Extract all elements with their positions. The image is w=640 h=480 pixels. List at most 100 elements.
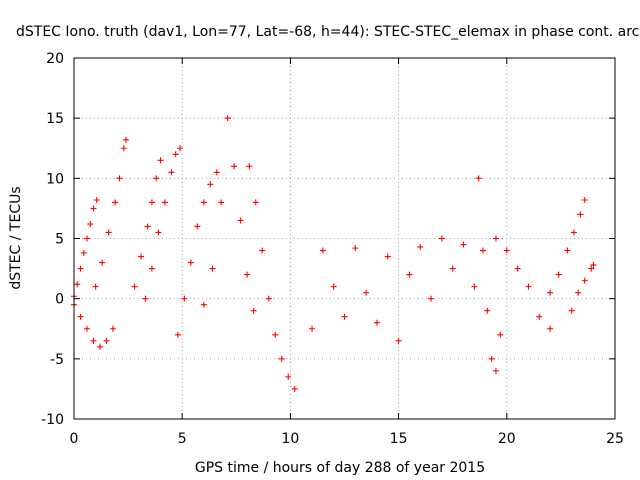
series-arc-10 [475,175,504,374]
data-point [278,355,285,362]
x-axis-label: GPS time / hours of day 288 of year 2015 [195,460,485,476]
data-point [231,163,238,170]
data-point [330,283,337,290]
data-point [525,283,532,290]
data-point [309,325,316,332]
data-point [488,355,495,362]
data-point [99,259,106,266]
axis-ticks [73,57,616,420]
series-arc-8 [309,245,391,332]
series-arc-7 [246,163,298,392]
data-point [90,337,97,344]
x-tick-label: 0 [70,431,79,447]
series-arc-6 [200,115,257,314]
data-point [172,151,179,158]
data-point [181,295,188,302]
data-point [547,289,554,296]
series-arc-3 [131,157,164,290]
data-point [77,313,84,320]
data-point [373,319,380,326]
data-point [80,249,87,256]
data-point [588,265,595,272]
data-points [71,115,597,392]
series-arc-9 [395,235,478,344]
data-point [536,313,543,320]
data-point [155,229,162,236]
data-point [503,247,510,254]
data-point [116,175,123,182]
y-tick-label: 5 [55,232,64,248]
data-point [590,261,597,268]
data-point [90,205,97,212]
y-tick-label: 15 [46,111,64,127]
data-point [87,221,94,228]
data-point [514,265,521,272]
series-arc-2 [92,136,129,290]
data-point [200,301,207,308]
data-point [577,211,584,218]
data-point [285,373,292,380]
data-point [138,253,145,260]
data-point [581,277,588,284]
x-tick-labels: 0 5 10 15 20 25 [70,431,624,447]
data-point [479,247,486,254]
data-point [564,247,571,254]
x-tick-label: 10 [281,431,299,447]
data-point [341,313,348,320]
x-tick-label: 25 [606,431,624,447]
y-tick-label: -10 [41,412,64,428]
data-point [96,343,103,350]
data-point [352,245,359,252]
data-point [272,331,279,338]
data-point [218,199,225,206]
data-point [497,331,504,338]
series-arc-4 [142,145,184,302]
data-point [246,163,253,170]
data-point [105,229,112,236]
data-point [259,247,266,254]
grid [74,58,615,419]
chart-title: dSTEC Iono. truth (dav1, Lon=77, Lat=-68… [16,24,640,40]
data-point [492,235,499,242]
data-point [209,265,216,272]
data-point [112,199,119,206]
data-point [475,175,482,182]
series-arc-1-fall [71,301,116,350]
data-point [144,223,151,230]
y-tick-labels: -10 -5 0 5 10 15 20 [41,51,64,428]
data-point [174,331,181,338]
series-arc-11 [492,235,554,332]
data-point [168,169,175,176]
data-point [570,229,577,236]
data-point [547,325,554,332]
series-arc-5 [174,169,220,338]
data-point [471,283,478,290]
data-point [224,115,231,122]
data-point [83,325,90,332]
data-point [291,385,298,392]
data-point [581,196,588,203]
series-arc-13 [568,261,597,314]
data-point [395,337,402,344]
data-point [406,271,413,278]
y-tick-label: 0 [55,292,64,308]
data-point [83,235,90,242]
data-point [131,283,138,290]
data-point [120,145,127,152]
data-point [74,281,81,288]
data-point [265,295,272,302]
y-tick-label: 20 [46,51,64,67]
x-tick-label: 15 [390,431,408,447]
data-point [319,247,326,254]
data-point [93,196,100,203]
data-point [200,199,207,206]
data-point [148,265,155,272]
data-point [428,295,435,302]
data-point [417,243,424,250]
y-axis-label: dSTEC / TECUs [8,186,24,289]
data-point [384,253,391,260]
data-point [460,241,467,248]
data-point [252,199,259,206]
data-point [492,367,499,374]
